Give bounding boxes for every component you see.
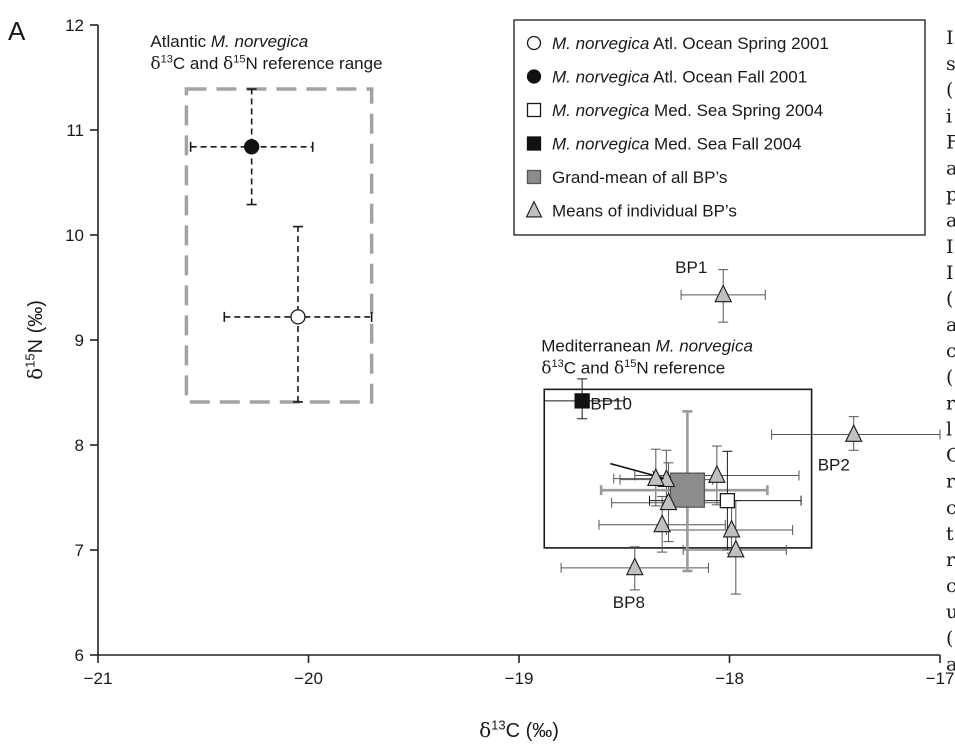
bp-triangle-marker [844, 423, 863, 442]
x-axis-label: δ13​C (‰) [479, 717, 559, 742]
side-text-char: r [946, 471, 955, 493]
y-tick-label: 8 [75, 436, 84, 455]
side-text-char: I [946, 27, 954, 49]
side-text-char: c [946, 497, 955, 519]
bp-label: BP8 [613, 593, 645, 612]
y-tick-label: 9 [75, 331, 84, 350]
x-tick-label: −17 [926, 669, 955, 688]
species-marker [290, 309, 306, 325]
legend-box [513, 19, 926, 236]
bp-label: BP10 [590, 395, 632, 414]
bp-triangle-marker [659, 492, 678, 511]
regions: Atlantic M. norvegica δ13​C and δ15​N ref… [150, 32, 813, 549]
bp-triangle-marker [726, 539, 745, 558]
bp-triangle-marker [707, 464, 726, 483]
legend-entry: M. norvegica Med. Sea Fall 2004 [552, 135, 801, 154]
legend-symbol [526, 69, 542, 84]
side-text-char: i [946, 105, 952, 127]
y-tick-label: 12 [65, 16, 84, 35]
side-text-char: s [946, 53, 955, 75]
y-tick-label: 11 [66, 121, 84, 140]
legend-symbol [525, 200, 543, 218]
species-marker [574, 393, 590, 409]
side-text-char: ( [946, 366, 953, 388]
side-text-char: ( [946, 288, 953, 310]
legend-symbol [526, 169, 542, 185]
legend-entry: Means of individual BP’s [552, 202, 737, 221]
panel-label: A [8, 16, 26, 46]
side-text-char: a [946, 158, 955, 180]
side-text-char: l [946, 419, 952, 441]
legend-symbol [526, 35, 542, 51]
mediterranean-region-sublabel: δ13​C and δ15​N reference [541, 358, 725, 378]
legend-symbol [526, 102, 542, 118]
y-axis: 6 7 8 9 10 11 12 δ15​N (‰) [22, 16, 99, 665]
side-text-char: ( [946, 79, 953, 101]
grand-mean-marker [669, 472, 706, 508]
side-text-char: t [946, 523, 954, 545]
bp10-arrow-line [610, 462, 659, 478]
legend-symbol [526, 136, 542, 151]
bp-triangle-marker [714, 284, 733, 303]
x-tick-label: −18 [715, 669, 744, 688]
atlantic-region-label: Atlantic M. norvegica [150, 32, 308, 51]
bp-label: BP1 [675, 258, 707, 277]
y-tick-label: 7 [75, 541, 84, 560]
side-text-char: c [946, 340, 955, 362]
side-text-char: p [946, 184, 955, 206]
y-tick-label: 6 [75, 646, 84, 665]
side-text-char: r [946, 549, 955, 571]
x-tick-label: −20 [294, 669, 323, 688]
bp-triangle-marker [625, 557, 644, 576]
bp-label: BP2 [818, 456, 850, 475]
y-tick-label: 10 [65, 226, 84, 245]
side-text-char: C [946, 445, 955, 467]
x-tick-label: −19 [505, 669, 534, 688]
x-tick-label: −21 [84, 669, 113, 688]
side-text-char: a [946, 314, 955, 336]
side-text-char: c [946, 575, 955, 597]
atlantic-reference-box [184, 87, 374, 404]
side-text-char: a [946, 653, 955, 675]
x-axis: −21 −20 −19 −18 −17 δ13​C (‰) [84, 654, 955, 742]
legend-entry: M. norvegica Atl. Ocean Spring 2001 [552, 34, 829, 53]
markers: BP1 BP2 BP8 BP10 [244, 139, 863, 612]
side-text-char: I [946, 262, 954, 284]
bp-triangle-marker [653, 514, 672, 533]
mediterranean-region-label: Mediterranean M. norvegica [541, 336, 753, 355]
bp-triangle-marker [646, 467, 665, 486]
side-text-char: ( [946, 627, 953, 649]
side-text-char: u [946, 601, 955, 623]
side-text-char: r [946, 392, 955, 414]
species-marker [244, 139, 260, 155]
legend-entry: Grand-mean of all BP’s [552, 168, 727, 187]
legend-entry: M. norvegica Atl. Ocean Fall 2001 [552, 68, 807, 87]
bp-triangle-marker [722, 519, 741, 538]
side-text-char: a [946, 210, 955, 232]
legend-entry: M. norvegica Med. Sea Spring 2004 [552, 101, 823, 120]
mediterranean-reference-box [543, 388, 813, 549]
side-text-char: I [946, 236, 954, 258]
species-marker [719, 492, 736, 509]
legend: M. norvegica Atl. Ocean Spring 2001 M. no… [513, 19, 926, 236]
atlantic-region-sublabel: δ13​C and δ15​N reference range [150, 54, 382, 74]
y-axis-label: δ15​N (‰) [22, 300, 47, 380]
side-text-char: F [946, 131, 955, 153]
